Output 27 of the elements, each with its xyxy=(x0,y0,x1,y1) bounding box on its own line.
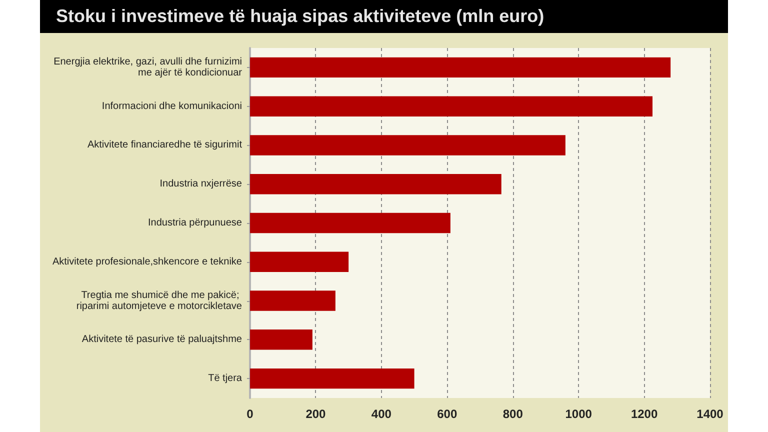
bar xyxy=(250,96,652,116)
bar xyxy=(250,252,349,272)
x-tick-label: 600 xyxy=(437,407,458,421)
y-tick-label: Tregtia me shumicë dhe me pakicë; riparimi automjeteve e motorcikletave xyxy=(76,290,242,312)
y-tick-label: Informacioni dhe komunikacioni xyxy=(102,100,242,112)
y-tick-label: Aktivitete financiaredhe të sigurimit xyxy=(87,140,242,151)
bar xyxy=(250,290,336,311)
y-tick-label: Aktivitete të pasurive të paluajtshme xyxy=(82,334,242,346)
x-tick-label: 800 xyxy=(502,407,524,421)
bar xyxy=(250,57,671,78)
y-tick-label: Të tjera xyxy=(208,373,242,384)
x-tick-label: 1400 xyxy=(696,407,724,421)
x-tick-label: 400 xyxy=(371,407,392,421)
y-tick-label: Industria përpunuese xyxy=(148,218,242,228)
bar xyxy=(250,330,312,350)
bar xyxy=(250,174,502,194)
x-tick-label: 200 xyxy=(306,407,326,421)
chart-title: Stoku i investimeve të huaja sipas aktiviteteve (mln euro) xyxy=(40,0,728,33)
y-tick-label: Industria nxjerrëse xyxy=(160,178,242,190)
bar xyxy=(250,212,450,234)
bar xyxy=(250,368,414,389)
x-tick-label: 0 xyxy=(246,407,254,421)
x-tick-label: 1000 xyxy=(565,407,592,421)
x-tick-label: 1200 xyxy=(630,407,658,421)
y-tick-label: Aktivitete profesionale,shkencore e teknike xyxy=(52,256,242,268)
bar xyxy=(250,135,566,156)
y-tick-label: Energjia elektrike, gazi, avulli dhe furnizimi me ajër të kondicionuar xyxy=(54,56,243,78)
